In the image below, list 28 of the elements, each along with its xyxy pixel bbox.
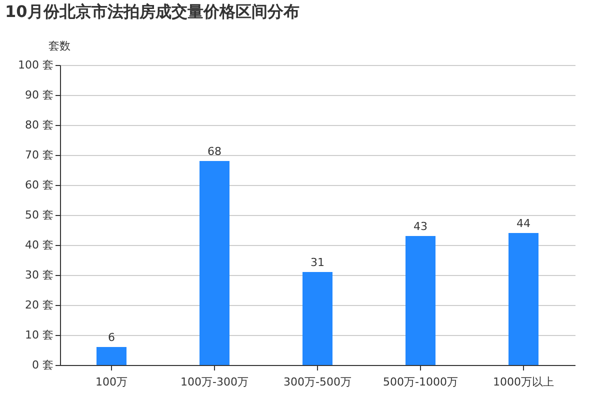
y-tick-label: 40 套 — [25, 238, 54, 252]
y-tick-label: 90 套 — [25, 88, 54, 102]
y-tick-label: 10 套 — [25, 328, 54, 342]
bar — [406, 236, 436, 365]
y-axis-title: 套数 — [48, 40, 70, 52]
y-tick-label: 0 套 — [32, 358, 54, 372]
data-label: 31 — [310, 256, 324, 269]
x-tick-label: 1000万以上 — [493, 376, 554, 388]
y-tick-label: 20 套 — [25, 298, 54, 312]
chart-title: 10月份北京市法拍房成交量价格区间分布 — [5, 2, 300, 21]
y-tick-label: 100 套 — [18, 58, 54, 72]
data-label: 6 — [108, 331, 115, 344]
bar — [302, 272, 332, 365]
bar — [96, 347, 126, 365]
x-tick-label: 100万 — [96, 376, 128, 388]
x-tick-label: 500万-1000万 — [383, 376, 458, 388]
data-label: 43 — [414, 220, 428, 233]
y-tick-label: 30 套 — [25, 268, 54, 282]
y-tick-label: 60 套 — [25, 178, 54, 192]
bar — [200, 161, 230, 365]
y-tick-label: 70 套 — [25, 148, 54, 162]
y-tick-label: 80 套 — [25, 118, 54, 132]
y-tick-label: 50 套 — [25, 208, 54, 222]
data-label: 68 — [208, 145, 222, 158]
x-tick-label: 300万-500万 — [284, 376, 352, 388]
data-label: 44 — [516, 217, 530, 230]
x-tick-label: 100万-300万 — [180, 376, 248, 388]
bar — [508, 233, 538, 365]
